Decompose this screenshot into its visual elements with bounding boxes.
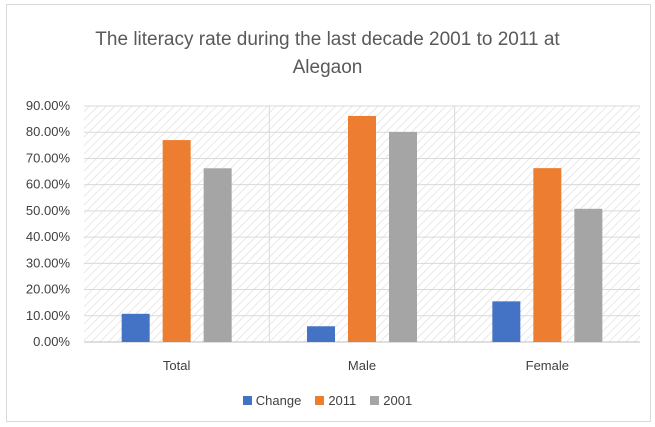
legend-item-2011: 2011 (315, 393, 356, 408)
y-tick-label: 40.00% (26, 229, 71, 244)
bar-male-2001 (389, 131, 417, 342)
chart-title-line-2: Alegaon (292, 57, 363, 78)
bar-male-change (307, 326, 335, 342)
bar-female-change (492, 301, 521, 342)
legend: Change 2011 2001 (0, 393, 655, 408)
y-tick-label: 50.00% (26, 203, 71, 218)
bar-total-change (121, 313, 150, 342)
x-category-label: Total (163, 358, 191, 373)
legend-swatch (315, 396, 325, 405)
y-tick-label: 60.00% (26, 177, 71, 192)
y-axis-ticks: 0.00% 10.00% 20.00% 30.00% 40.00% 50.00% 60.00… (26, 98, 71, 349)
y-tick-label: 80.00% (26, 124, 71, 139)
bar-male-2011 (348, 115, 376, 342)
x-category-label: Male (348, 358, 376, 373)
chart-title: The literacy rate during the last decade… (0, 26, 655, 82)
legend-label: 2001 (383, 393, 413, 408)
y-tick-label: 70.00% (26, 150, 71, 165)
chart-title-line-1: The literacy rate during the last decade… (95, 29, 560, 50)
y-tick-label: 10.00% (26, 308, 71, 323)
y-tick-label: 0.00% (33, 334, 70, 349)
bar-total-2001 (203, 168, 232, 342)
bar-total-2011 (162, 140, 191, 342)
y-tick-label: 20.00% (26, 282, 71, 297)
legend-item-change: Change (242, 393, 302, 408)
legend-label: Change (255, 393, 302, 408)
y-tick-label: 90.00% (26, 98, 71, 113)
bar-female-2001 (574, 208, 603, 342)
legend-swatch (242, 396, 252, 405)
legend-swatch (370, 396, 380, 405)
x-axis-categories: Total Male Female (163, 358, 569, 373)
y-tick-label: 30.00% (26, 255, 71, 270)
x-category-label: Female (526, 358, 569, 373)
bar-female-2011 (533, 168, 562, 342)
legend-label: 2011 (328, 393, 357, 408)
bars (121, 115, 603, 342)
legend-item-2001: 2001 (370, 393, 412, 408)
